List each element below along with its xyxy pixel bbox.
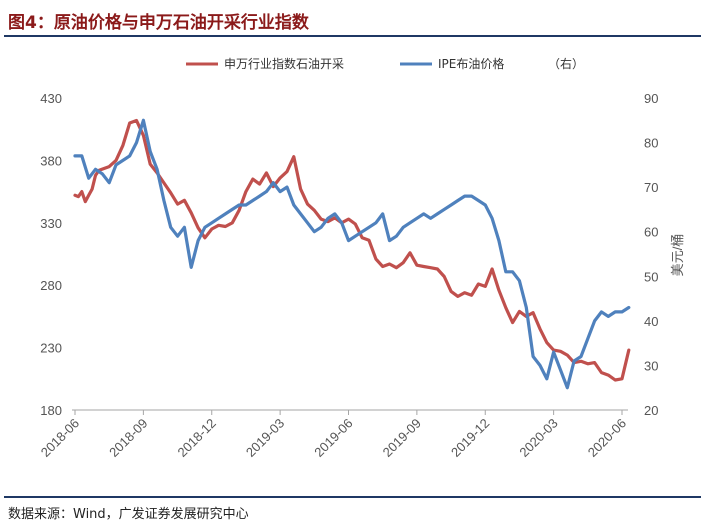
x-tick-labels: 2018-06 2018-09 2018-12 2019-03 2019-06 2019-… (38, 410, 629, 460)
y-right-tick-label: 50 (644, 269, 658, 284)
x-tick-label: 2019-06 (311, 416, 355, 460)
y-left-tick-label: 380 (40, 153, 62, 168)
x-tick-label: 2018-06 (38, 416, 82, 460)
y-left-tick-label: 280 (40, 278, 62, 293)
y-right-tick-label: 70 (644, 180, 658, 195)
index-series-line (73, 118, 631, 382)
y-left-tick-label: 330 (40, 216, 62, 231)
legend-label-ipe: IPE布油价格 (438, 56, 504, 71)
line-chart: 申万行业指数石油开采 IPE布油价格 （右） 180 230 280 330 380 43… (38, 56, 685, 460)
y-left-tick-labels: 180 230 280 330 380 430 (40, 91, 62, 418)
y-right-tick-label: 20 (644, 403, 658, 418)
x-tick-label: 2019-12 (448, 416, 492, 460)
series-lines (73, 118, 631, 390)
x-tick-label: 2019-03 (243, 416, 287, 460)
legend-label-index: 申万行业指数石油开采 (224, 56, 344, 71)
y-left-tick-label: 180 (40, 403, 62, 418)
y-right-tick-label: 90 (644, 91, 658, 106)
bottom-rule (4, 496, 701, 498)
ipe-series-line (73, 118, 631, 390)
y-left-tick-label: 230 (40, 341, 62, 356)
y-right-tick-label: 60 (644, 225, 658, 240)
figure-header: 图4：原油价格与申万石油开采行业指数 (0, 0, 705, 36)
top-rule (4, 35, 701, 37)
x-tick-label: 2020-03 (516, 416, 560, 460)
legend-right-axis-note: （右） (548, 56, 584, 71)
source-note: 数据来源：Wind，广发证券发展研究中心 (8, 507, 249, 522)
y-right-tick-label: 30 (644, 358, 658, 373)
x-tick-label: 2018-09 (106, 416, 150, 460)
chart-legend: 申万行业指数石油开采 IPE布油价格 （右） (186, 56, 584, 71)
y-right-tick-label: 40 (644, 314, 658, 329)
x-tick-label: 2020-06 (585, 416, 629, 460)
x-tick-label: 2019-09 (380, 416, 424, 460)
y-right-axis-label: 美元/桶 (670, 234, 685, 277)
y-right-tick-labels: 20 30 40 50 60 70 80 90 (644, 91, 658, 418)
y-left-tick-label: 430 (40, 91, 62, 106)
y-right-tick-label: 80 (644, 136, 658, 151)
x-tick-label: 2018-12 (175, 416, 219, 460)
figure-title: 图4：原油价格与申万石油开采行业指数 (8, 13, 309, 33)
